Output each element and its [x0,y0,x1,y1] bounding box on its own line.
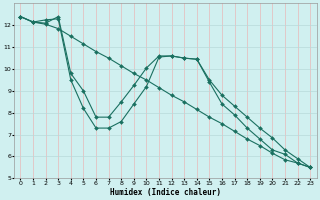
X-axis label: Humidex (Indice chaleur): Humidex (Indice chaleur) [110,188,221,197]
